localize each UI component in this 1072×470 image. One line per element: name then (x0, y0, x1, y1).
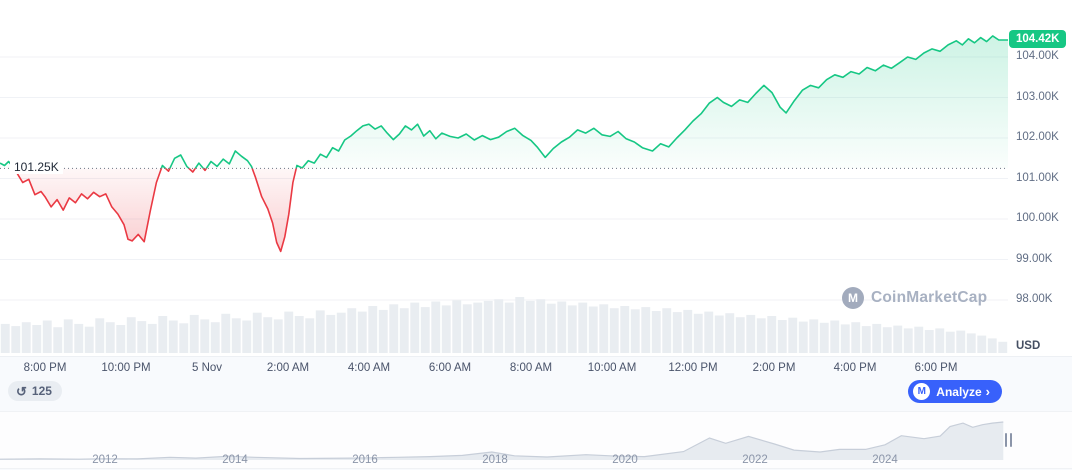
watermark: M CoinMarketCap (842, 287, 987, 309)
x-tick-label: 4:00 PM (833, 362, 877, 374)
coinmarketcap-logo-icon: M (842, 287, 864, 309)
x-tick-label: 6:00 AM (428, 362, 472, 374)
year-tick-label: 2022 (742, 454, 768, 466)
x-tick-label: 2:00 AM (266, 362, 310, 374)
chevron-right-icon: › (985, 384, 990, 399)
x-tick-label: 6:00 PM (914, 362, 958, 374)
y-tick-label: 104.00K (1016, 50, 1059, 62)
drag-handle-bar (1009, 433, 1012, 447)
main-chart-plot[interactable]: 101.25K M CoinMarketCap (0, 0, 1008, 356)
analyze-button-label: Analyze (936, 384, 982, 399)
current-price-badge: 104.42K (1009, 29, 1067, 48)
watermark-text: CoinMarketCap (871, 289, 988, 306)
x-tick-label: 2:00 PM (752, 362, 796, 374)
history-count-label: 125 (31, 384, 52, 398)
y-tick-label: 103.00K (1016, 90, 1059, 103)
history-count-button[interactable]: ↺ 125 (8, 381, 62, 401)
price-axis: 104.42K USD 104.00K 103.00K 102.00K 101.00K… (1008, 0, 1072, 356)
y-tick-label: 100.00K (1016, 212, 1059, 224)
x-tick-label: 8:00 PM (23, 362, 67, 374)
x-tick-label: 10:00 AM (587, 362, 637, 374)
analyze-button[interactable]: M Analyze › (908, 380, 1002, 403)
y-tick-label: 102.00K (1016, 131, 1059, 143)
range-selector-area-chart[interactable] (0, 412, 1008, 470)
baseline-price-label: 101.25K (10, 159, 63, 174)
y-tick-label: 98.00K (1016, 293, 1053, 305)
year-tick-label: 2020 (612, 454, 638, 466)
x-tick-label: 5 Nov (191, 362, 223, 374)
drag-handle-bar (1004, 433, 1007, 447)
x-tick-label: 4:00 AM (347, 362, 391, 374)
y-tick-label: 99.00K (1016, 252, 1053, 265)
year-tick-label: 2012 (92, 454, 118, 466)
range-selector-minimap[interactable]: 2012 2014 2016 2018 2020 2022 2024 (0, 411, 1072, 469)
history-icon: ↺ (16, 383, 27, 399)
x-tick-label: 8:00 AM (509, 362, 553, 374)
year-tick-label: 2024 (872, 454, 898, 466)
x-tick-label: 12:00 PM (668, 362, 718, 374)
y-tick-label: 101.00K (1016, 171, 1059, 184)
year-tick-label: 2014 (222, 454, 248, 466)
x-tick-label: 10:00 PM (101, 362, 151, 374)
year-tick-label: 2016 (352, 454, 378, 466)
year-tick-label: 2018 (482, 454, 508, 466)
time-axis: 8:00 PM 10:00 PM 5 Nov 2:00 AM 4:00 AM 6:00 A… (0, 357, 1008, 377)
range-selector-handle[interactable] (1001, 427, 1015, 453)
price-line-chart[interactable] (0, 0, 1008, 356)
coinmarketcap-logo-icon: M (913, 383, 931, 400)
currency-unit-label: USD (1016, 340, 1041, 352)
chart-toolbar: ↺ 125 M Analyze › (0, 379, 1072, 407)
chart-bottom-section: 8:00 PM 10:00 PM 5 Nov 2:00 AM 4:00 AM 6:00 A… (0, 356, 1072, 470)
